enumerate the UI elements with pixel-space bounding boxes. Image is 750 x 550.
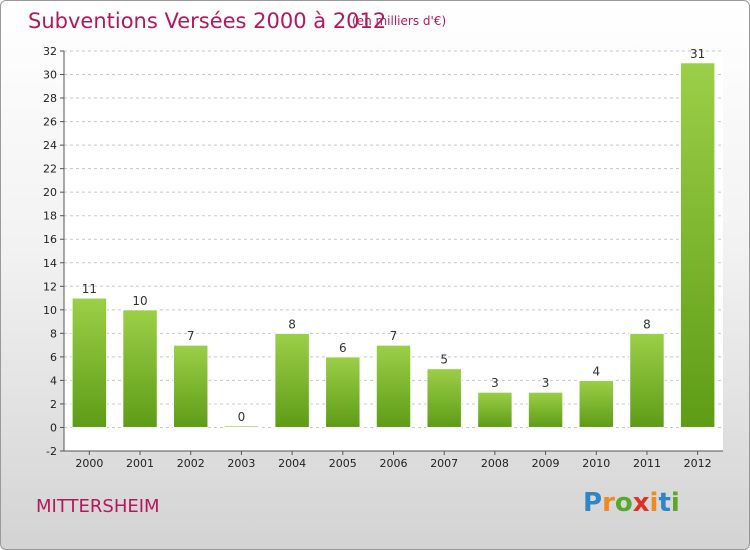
y-tick-label: 0 (50, 421, 57, 434)
x-tick-label: 2004 (278, 457, 306, 470)
data-label: 7 (187, 329, 195, 343)
proxiti-logo: Proxiti (583, 488, 680, 518)
data-label: 8 (288, 317, 296, 331)
y-tick-label: 26 (43, 116, 57, 129)
y-tick-label: 24 (43, 139, 57, 152)
y-tick-label: 8 (50, 327, 57, 340)
y-tick-label: 28 (43, 92, 57, 105)
data-label: 0 (238, 410, 246, 424)
logo-letter: x (632, 488, 650, 518)
y-tick-label: 4 (50, 374, 57, 387)
bar (477, 391, 513, 428)
data-label: 8 (643, 317, 651, 331)
bar (679, 62, 716, 428)
bar (578, 379, 615, 428)
commune-name: MITTERSHEIM (36, 496, 160, 517)
data-label: 5 (440, 353, 448, 367)
x-tick-label: 2012 (684, 457, 712, 470)
bar (325, 356, 361, 428)
bar (527, 391, 564, 428)
data-label: 3 (542, 376, 550, 390)
data-label: 10 (132, 294, 147, 308)
bar (426, 368, 462, 428)
x-tick-label: 2005 (329, 457, 357, 470)
x-tick-label: 2001 (126, 457, 154, 470)
y-tick-label: 6 (50, 351, 57, 364)
y-tick-label: 32 (43, 45, 57, 58)
x-tick-label: 2009 (532, 457, 560, 470)
bar (172, 344, 209, 428)
logo-letter: t (658, 488, 671, 518)
data-label: 7 (390, 329, 398, 343)
logo-letter: o (614, 488, 633, 518)
bar (274, 332, 310, 428)
x-tick-label: 2003 (227, 457, 255, 470)
data-label: 6 (339, 341, 347, 355)
chart-title: Subventions Versées 2000 à 2012 (28, 9, 387, 33)
logo-letter: i (649, 488, 659, 518)
logo-letter: r (602, 488, 615, 518)
chart-subtitle: (en milliers d'€) (352, 14, 447, 28)
bar (223, 425, 260, 428)
x-tick-label: 2002 (177, 457, 205, 470)
bar (375, 344, 412, 428)
data-label: 3 (491, 376, 499, 390)
x-tick-label: 2007 (430, 457, 458, 470)
bar (122, 309, 158, 428)
y-tick-label: 18 (43, 210, 57, 223)
x-tick-label: 2011 (633, 457, 661, 470)
y-tick-label: -2 (46, 445, 57, 458)
y-tick-label: 30 (43, 69, 57, 82)
x-tick-label: 2010 (582, 457, 610, 470)
data-label: 4 (592, 364, 600, 378)
bar (71, 297, 108, 428)
logo-letter: P (583, 488, 603, 518)
y-tick-label: 20 (43, 186, 57, 199)
logo-letter: i (670, 488, 680, 518)
x-tick-label: 2000 (75, 457, 103, 470)
y-tick-label: 12 (43, 280, 57, 293)
y-tick-label: 16 (43, 233, 57, 246)
data-label: 11 (82, 282, 97, 296)
y-tick-label: 10 (43, 304, 57, 317)
x-tick-label: 2006 (380, 457, 408, 470)
y-tick-label: 14 (43, 257, 57, 270)
y-tick-label: 22 (43, 163, 57, 176)
data-label: 31 (690, 47, 705, 61)
x-tick-label: 2008 (481, 457, 509, 470)
bar (629, 332, 665, 428)
y-tick-label: 2 (50, 398, 57, 411)
